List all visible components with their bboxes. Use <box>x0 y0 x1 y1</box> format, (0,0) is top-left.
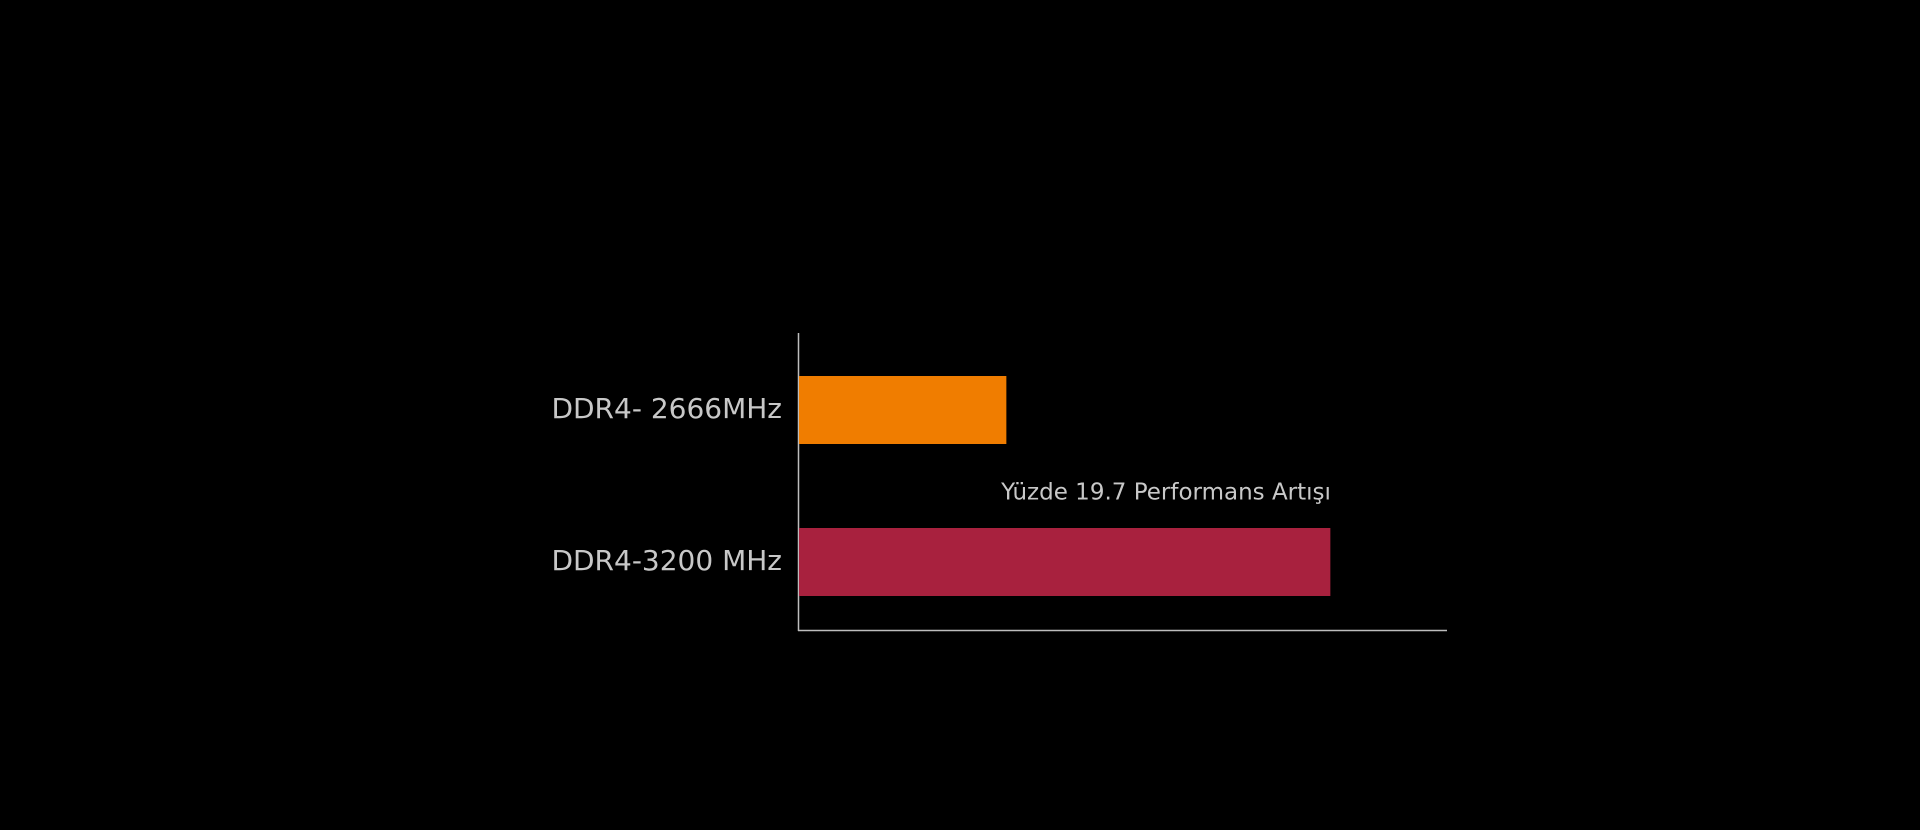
bar <box>799 376 1007 444</box>
category-label: DDR4-3200 MHz <box>551 544 782 577</box>
category-label: DDR4- 2666MHz <box>551 392 782 425</box>
annotation: Yüzde 19.7 Performans Artışı <box>1000 480 1331 506</box>
bar <box>799 528 1331 596</box>
